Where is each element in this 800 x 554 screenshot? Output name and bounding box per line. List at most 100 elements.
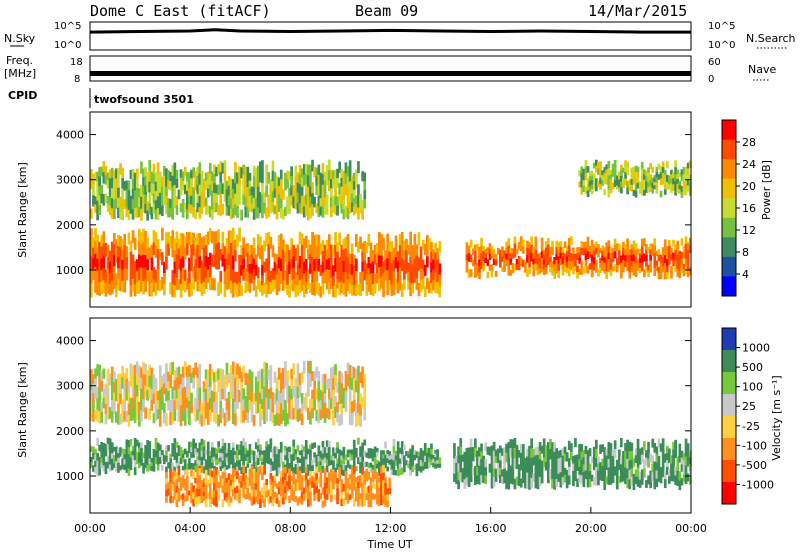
x-tick-label: 00:00 [74,522,106,535]
power-cells-cell [363,199,366,208]
colorbar-swatch [722,416,736,439]
vel-cells-cell [480,444,483,452]
power-cells-cell [568,246,571,254]
vel-cells-cell [612,476,615,483]
power-cells-cell [222,232,225,244]
colorbar-swatch [722,372,736,395]
colorbar-tick-label: -1000 [742,478,774,491]
vel-cells-cell [247,413,250,423]
power-cells-cell [357,161,360,173]
power-cells-cell [411,283,414,293]
vel-cells-cell [326,494,329,500]
power-cells-cell [635,270,638,277]
vel-cells-cell [351,413,354,425]
vel-cells-cell [672,458,675,466]
vel-cells-cell [363,397,366,409]
power-cells-cell [288,205,291,214]
power-cells-cell [338,233,341,246]
power-cells-cell [535,243,538,250]
freq-tick-top: 18 [70,57,83,68]
cpid-value: twofsound 3501 [94,93,194,106]
power-cells-cell [347,234,350,246]
vel-cells-cell [363,440,366,446]
vel-cells-cell [324,393,327,403]
power-cells-cell [614,167,617,174]
vel-cells-cell [161,465,164,471]
power-cells-cell [215,194,218,204]
vel-cells-cell [674,440,677,449]
vel-cells-cell [637,439,640,449]
power-cells-cell [117,178,120,188]
vel-cells-cell [205,470,208,478]
power-cells-cell [616,265,619,273]
vel-cells-cell [363,385,366,397]
sky-noise-frame [90,22,691,50]
colorbar-swatch [722,438,736,461]
power-cells-cell [664,189,667,194]
vel-cells-cell [140,442,143,448]
power-cells-cell [219,271,222,283]
vel-cells-cell [280,442,283,448]
vel-cells-cell [439,461,442,465]
vel-cells-cell [270,376,273,388]
vel-cells-cell [309,450,312,456]
power-cells-cell [495,271,498,277]
y-tick-label: 4000 [56,129,84,142]
colorbar-swatch [722,218,736,238]
power-cells-cell [209,265,212,278]
vel-cells-cell [318,371,321,382]
power-cells-cell [322,283,325,294]
power-cells-cell [234,250,237,261]
vel-cells-cell [169,375,172,388]
vel-cells-cell [334,472,337,478]
vel-cells-cell [484,475,487,484]
power-cells-cell [240,285,243,296]
power-cells-cell [217,229,220,243]
power-cells-cell [363,173,366,182]
power-cells-cell [205,245,208,256]
power-cells-cell [134,238,137,250]
vel-cells-cell [439,464,442,468]
power-colorbar-label: Power [dB] [760,160,773,220]
power-cells-cell [637,167,640,173]
vel-cells-cell [251,382,254,393]
power-cells-cell [92,185,95,196]
vel-cells-cell [188,413,191,425]
power-cells-cell [470,269,473,277]
vel-cells-cell [332,483,335,490]
power-cells-cell [658,249,661,256]
power-cells-cell [349,160,352,171]
power-cells-cell [361,281,364,291]
vel-cells-cell [232,443,235,449]
power-cells-cell [439,241,442,253]
power-cells-cell [605,271,608,279]
vel-cells-cell [238,496,241,503]
vel-cells-cell [386,467,389,472]
vel-cells-cell [439,457,442,461]
vel-cells-cell [568,476,571,485]
vel-cells-cell [338,467,341,474]
power-cells-cell [126,246,129,258]
power-cells-cell [439,263,442,275]
vel-cells-cell [330,488,333,495]
power-cells-cell [541,238,544,245]
power-cells-cell [439,286,442,298]
vel-cells-cell [658,456,661,465]
vel-cells-cell [334,453,337,459]
vel-cells-cell [370,499,373,507]
colorbar-tick-label: 12 [742,224,756,237]
power-cells-cell [664,170,667,175]
nave-label: Nave [748,63,776,76]
colorbar-swatch [722,179,736,199]
vel-cells-cell [340,373,343,384]
vel-cells-cell [142,468,145,474]
power-cells-cell [363,190,366,199]
vel-cells-cell [522,444,525,452]
colorbar-tick-label: 20 [742,180,756,193]
colorbar-tick-label: 8 [742,246,749,259]
power-cells-cell [666,161,669,169]
power-cells-cell [103,231,106,244]
power-cells-cell [326,195,329,205]
power-cells-cell [570,236,573,245]
y-tick-label: 3000 [56,174,84,187]
